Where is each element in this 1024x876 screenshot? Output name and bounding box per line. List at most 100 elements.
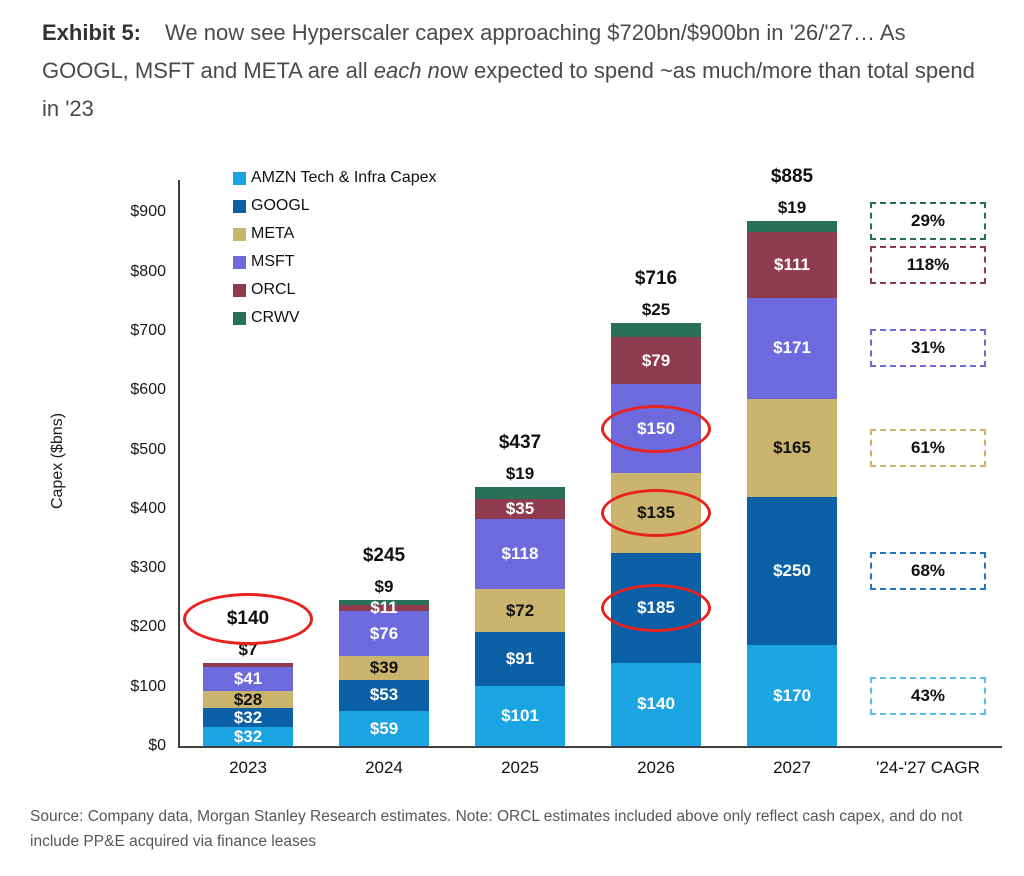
segment-value-label: $32 [233, 726, 263, 746]
legend-item-meta: META [233, 220, 437, 248]
exhibit-title-italic: each n [373, 58, 440, 83]
y-tick-label: $800 [130, 262, 166, 280]
bar-segment-amzn [475, 686, 565, 746]
segment-value-label: $140 [637, 694, 675, 714]
segment-value-label: $79 [641, 350, 671, 370]
bar-total-label: $716 [634, 267, 678, 289]
legend-swatch-icon [233, 227, 246, 241]
bar-segment-orcl [611, 337, 701, 385]
bar-segment-msft [339, 611, 429, 657]
above-bar-value-label: $19 [505, 464, 535, 484]
segment-value-label: $76 [369, 623, 399, 643]
bar-segment-orcl [747, 231, 837, 298]
capex-stacked-bar-chart: $0 $100 $200 $300 $400 $500 $600 $700 $800 $900 Ca… [49, 164, 1002, 777]
bar-segment-crwv [339, 599, 429, 605]
segment-value-label: $32 [233, 707, 263, 727]
y-tick-label: $600 [130, 381, 166, 399]
red-circle-annotation [601, 584, 711, 633]
source-note: Source: Company data, Morgan Stanley Res… [30, 808, 963, 850]
legend-label: GOOGL [251, 197, 310, 214]
segment-value-label: $111 [774, 254, 810, 274]
bar-total-label: $885 [770, 165, 814, 187]
cagr-box-orcl: 118% [870, 245, 986, 284]
red-circle-annotation [183, 592, 313, 645]
bar-total-label: $437 [498, 432, 542, 454]
x-axis-label-2024: 2024 [365, 758, 403, 777]
exhibit-title: Exhibit 5: We now see Hyperscaler capex a… [42, 14, 994, 128]
y-axis-title: Capex ($bns) [49, 412, 67, 510]
bar-segment-amzn [747, 645, 837, 746]
y-tick-label: $0 [148, 737, 166, 754]
y-tick-label: $500 [130, 440, 166, 458]
legend-swatch-icon [233, 283, 246, 297]
cagr-box-crwv: 29% [870, 201, 986, 240]
segment-value-label: $28 [233, 689, 263, 709]
legend-swatch-icon [233, 255, 246, 269]
segment-value-label: $39 [369, 658, 399, 678]
x-axis-label-2025: 2025 [501, 758, 539, 777]
legend-label: AMZN Tech & Infra Capex [251, 169, 437, 186]
legend-item-googl: GOOGL [233, 192, 437, 220]
cagr-box-meta: 61% [870, 429, 986, 468]
bar-segment-amzn [611, 662, 701, 746]
segment-value-label: $118 [501, 544, 539, 564]
bar-segment-msft [475, 519, 565, 590]
above-bar-value-label: $9 [374, 576, 394, 596]
bar-segment-orcl [339, 604, 429, 612]
x-axis-label-2026: 2026 [637, 758, 675, 777]
segment-value-label: $165 [773, 438, 811, 458]
legend-label: ORCL [251, 281, 296, 298]
x-axis-label-2027: 2027 [773, 758, 811, 777]
bar-segment-meta [475, 589, 565, 633]
exhibit-title-prefix: Exhibit 5: [42, 20, 142, 45]
legend-swatch-icon [233, 199, 246, 213]
segment-value-label: $91 [505, 649, 535, 669]
bar-segment-msft [747, 297, 837, 400]
legend: AMZN Tech & Infra Capex GOOGL META MSFT ORCL… [233, 164, 437, 332]
bar-segment-googl [203, 708, 293, 728]
segment-value-label: $250 [773, 561, 811, 581]
bar-segment-meta [339, 656, 429, 680]
segment-value-label: $35 [505, 499, 535, 519]
y-tick-label: $200 [130, 618, 166, 636]
above-bar-value-label: $19 [777, 197, 807, 217]
x-axis-label-cagr: '24-'27 CAGR [876, 758, 980, 777]
bar-total-label: $245 [362, 544, 406, 566]
x-axis-line [178, 746, 1002, 748]
y-tick-label: $900 [130, 203, 166, 221]
y-tick-label: $100 [130, 677, 166, 695]
segment-value-label: $59 [369, 718, 399, 738]
bar-segment-meta [747, 399, 837, 497]
segment-value-label: $101 [501, 706, 539, 726]
bar-segment-amzn [203, 727, 293, 746]
bar-segment-amzn [339, 711, 429, 746]
legend-item-amzn: AMZN Tech & Infra Capex [233, 164, 437, 192]
above-bar-value-label: $25 [641, 299, 671, 319]
exhibit-title-part1: We now see Hyperscaler capex approaching… [42, 20, 906, 83]
bar-segment-orcl [475, 498, 565, 520]
segment-value-label: $171 [773, 338, 811, 358]
segment-value-label: $72 [505, 600, 535, 620]
segment-value-label: $53 [369, 685, 399, 705]
cagr-box-googl: 68% [870, 552, 986, 591]
y-tick-label: $400 [130, 499, 166, 517]
legend-item-crwv: CRWV [233, 304, 437, 332]
legend-swatch-icon [233, 171, 246, 185]
y-tick-label: $700 [130, 321, 166, 339]
segment-value-label: $170 [773, 685, 811, 705]
legend-label: META [251, 225, 295, 242]
red-circle-annotation [601, 404, 711, 453]
bar-segment-orcl [203, 662, 293, 668]
bar-segment-crwv [475, 487, 565, 499]
bar-segment-crwv [611, 322, 701, 338]
red-circle-annotation [601, 489, 711, 538]
legend-label: MSFT [251, 253, 295, 270]
segment-value-label: $11 [370, 598, 398, 618]
bar-segment-msft [203, 667, 293, 692]
legend-item-orcl: ORCL [233, 276, 437, 304]
bar-segment-meta [203, 691, 293, 709]
bar-segment-googl [475, 632, 565, 687]
cagr-box-msft: 31% [870, 329, 986, 368]
legend-item-msft: MSFT [233, 248, 437, 276]
